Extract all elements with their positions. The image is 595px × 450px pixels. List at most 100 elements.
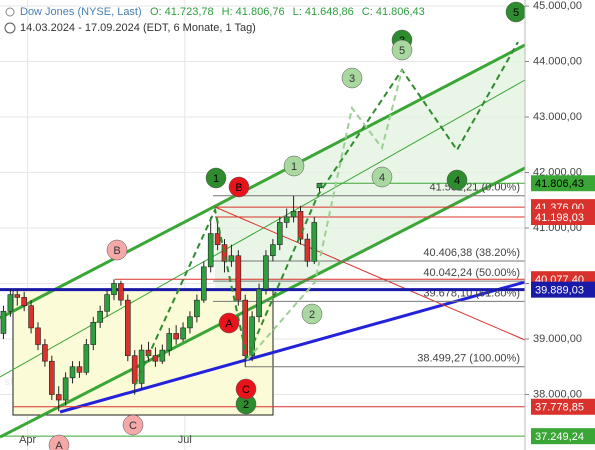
candle-body: [97, 310, 103, 323]
quote-value: H: 41.806,76: [222, 6, 285, 18]
candle-body: [270, 244, 276, 257]
candle-body: [49, 360, 55, 395]
candle-body: [152, 355, 159, 362]
wave-label: 4: [379, 172, 385, 184]
quote-value: L: 41.648,86: [293, 6, 354, 18]
candle-body: [0, 310, 7, 334]
header-icon: [5, 7, 15, 17]
candle-body: [304, 238, 311, 262]
candle-body: [90, 322, 97, 345]
wave-label: 2: [243, 399, 249, 411]
price-tag: [531, 281, 595, 298]
candle-body: [283, 216, 290, 223]
wave-label: 2: [309, 309, 315, 321]
candle-body: [316, 182, 323, 189]
wave-marker: [341, 67, 363, 89]
trend-line: [0, 43, 526, 320]
wave-label: 1: [291, 161, 297, 173]
wave-label: 5: [513, 7, 519, 19]
trend-line: [0, 79, 526, 378]
candle-body: [187, 316, 193, 329]
x-tick-label: Jul: [178, 434, 192, 446]
candle-body: [131, 355, 138, 384]
price-tag-label: 37.778,85: [535, 402, 584, 414]
candle-body: [173, 333, 179, 340]
price-tag: [531, 175, 595, 192]
wave-label: B: [113, 245, 120, 257]
wave-marker: [235, 378, 257, 400]
candle-body: [62, 377, 69, 401]
candle-body: [14, 294, 21, 298]
chart-subtitle: 14.03.2024 - 17.09.2024 (EDT, 6 Monate, …: [20, 22, 256, 34]
wave-marker: [122, 414, 144, 436]
wave-marker: [391, 39, 413, 61]
wave-label: 1: [213, 173, 219, 185]
wave-path: [134, 41, 519, 386]
y-tick-label: 38.000,00: [533, 388, 582, 400]
wave-marker: [283, 155, 305, 177]
trend-line: [214, 206, 526, 341]
wave-label: 3: [349, 73, 355, 85]
candle-body: [76, 366, 83, 373]
candle-body: [166, 333, 173, 351]
price-tag-label: 39.889,03: [535, 285, 584, 297]
wave-marker: [446, 169, 468, 191]
candle-body: [42, 344, 48, 362]
candle-body: [194, 299, 200, 318]
wave-path: [246, 69, 403, 361]
trend-line: [0, 166, 526, 439]
wave-marker: [106, 239, 128, 261]
candle-body: [118, 283, 124, 301]
quote-value: O: 41.723,78: [150, 6, 214, 18]
candle-body: [111, 283, 117, 295]
candle-body: [55, 394, 62, 401]
wave-marker: [48, 434, 70, 450]
x-tick-label: Apr: [19, 434, 36, 446]
wave-marker: [205, 167, 227, 189]
candle-body: [256, 288, 262, 318]
candle-body: [200, 266, 207, 301]
header-icon: [4, 22, 16, 34]
wave-marker: [218, 312, 240, 334]
wave-label: C: [242, 384, 250, 396]
fib-label: 40.042,24 (50.00%): [423, 267, 520, 279]
price-tag-label: 41.198,03: [535, 212, 584, 224]
candle-body: [180, 327, 186, 340]
candle-body: [228, 255, 235, 262]
fib-label: 40.406,38 (38.20%): [423, 247, 520, 259]
candle-body: [249, 316, 255, 356]
wave-label: 5: [399, 45, 405, 57]
candle-body: [104, 294, 110, 312]
candle-body: [235, 255, 242, 301]
y-tick-label: 45.000,00: [533, 0, 582, 12]
candle-body: [83, 344, 90, 373]
candle-body: [207, 233, 214, 268]
price-tag: [531, 209, 595, 226]
fib-label: 38.499,27 (100.00%): [417, 353, 520, 365]
candle-body: [263, 255, 269, 290]
candle-body: [214, 233, 221, 245]
wave-label: 4: [454, 175, 460, 187]
price-tag-label: 37.249,24: [535, 431, 584, 443]
trend-line: [59, 280, 526, 414]
price-tag: [531, 428, 595, 445]
price-tag-label: 41.806,43: [535, 178, 584, 190]
candle-body: [21, 297, 27, 306]
wave-label: B: [235, 182, 242, 194]
candle-body: [221, 244, 228, 262]
candle-body: [159, 349, 166, 362]
candle-body: [69, 366, 76, 379]
candle-body: [28, 305, 34, 329]
candle-body: [7, 294, 14, 312]
wave-label: C: [129, 420, 137, 432]
chart-title: Dow Jones (NYSE, Last): [20, 6, 142, 18]
candle-body: [242, 299, 249, 356]
candle-body: [124, 299, 131, 356]
price-tag: [531, 398, 595, 415]
y-tick-label: 39.000,00: [533, 333, 582, 345]
quote-value: C: 41.806,43: [362, 6, 425, 18]
wave-marker: [301, 303, 323, 325]
wave-label: A: [55, 440, 63, 450]
